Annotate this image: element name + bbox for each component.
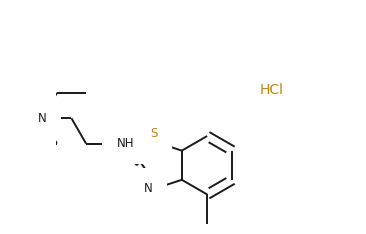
Text: N: N: [144, 182, 153, 195]
Text: N: N: [38, 112, 46, 125]
Text: HCl: HCl: [259, 83, 283, 97]
Text: S: S: [150, 127, 158, 140]
Text: NH: NH: [116, 137, 134, 150]
